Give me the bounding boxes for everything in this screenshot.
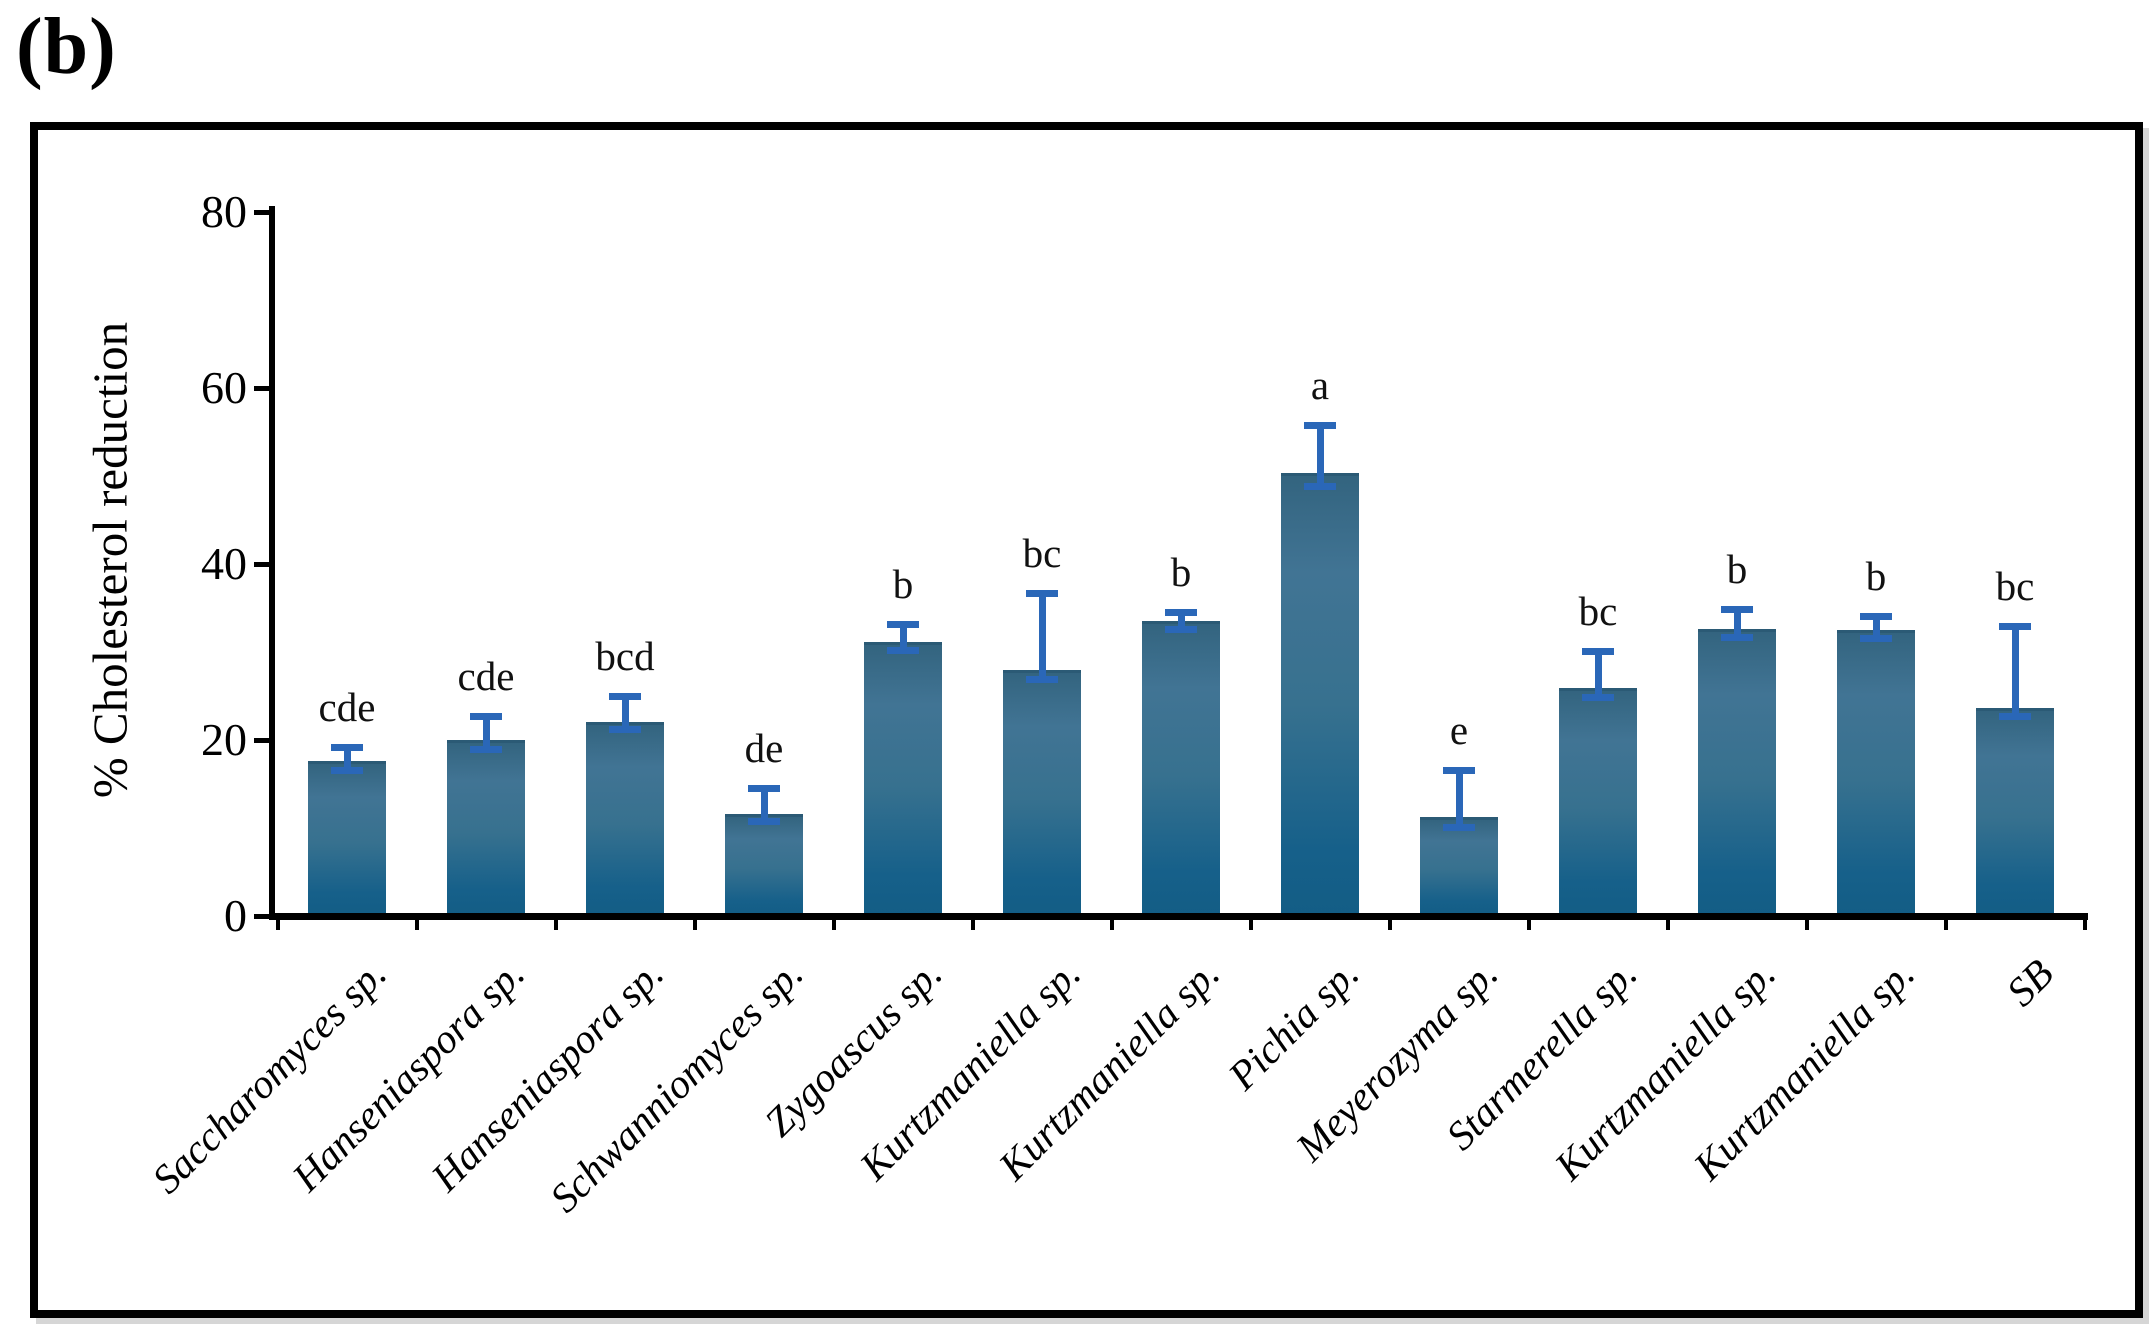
chart-border-frame [30, 122, 2143, 1318]
panel-label: (b) [16, 3, 117, 91]
